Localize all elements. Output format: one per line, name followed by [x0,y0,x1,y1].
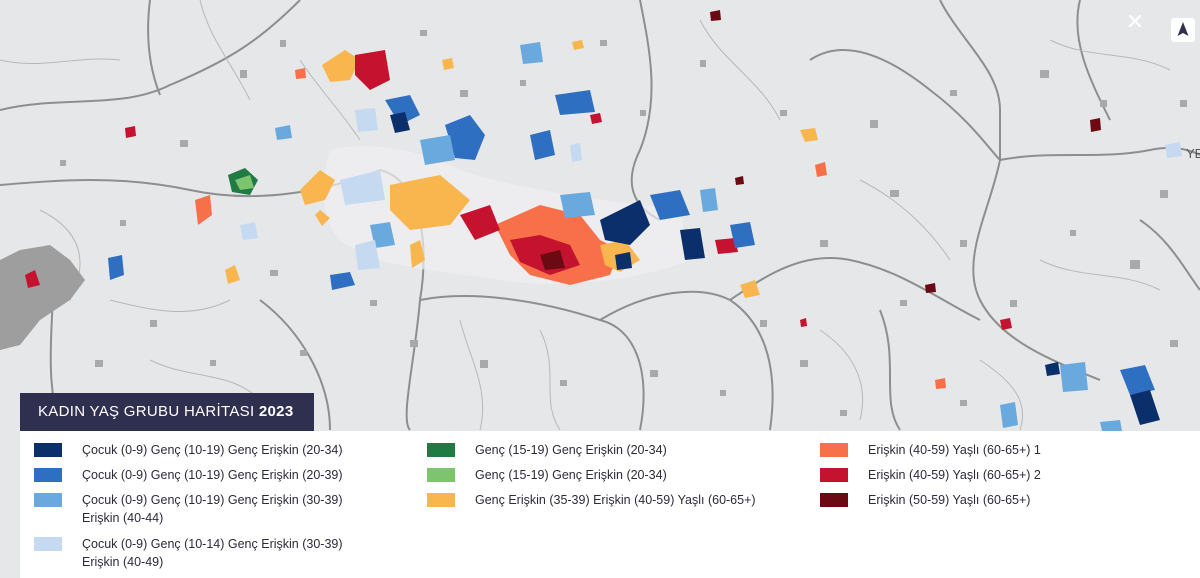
legend-label: Çocuk (0-9) Genç (10-19) Genç Erişkin (3… [82,493,343,525]
choropleth-areas[interactable] [25,10,1182,431]
map-edge-label: YE [1186,146,1200,161]
legend-swatch [427,468,455,482]
legend-label: Çocuk (0-9) Genç (10-14) Genç Erişkin (3… [82,537,343,569]
legend-item[interactable]: Genç (15-19) Genç Erişkin (20-34) [427,441,787,459]
legend-item[interactable]: Erişkin (40-59) Yaşlı (60-65+) 1 [820,441,1180,459]
map-title-text: KADIN YAŞ GRUBU HARİTASI [38,403,255,420]
legend-item[interactable]: Genç Erişkin (35-39) Erişkin (40-59) Yaş… [427,491,787,509]
north-arrow-icon[interactable] [1170,17,1196,43]
no-data-region [0,245,85,350]
legend-label: Erişkin (50-59) Yaşlı (60-65+) [868,493,1031,507]
legend-label: Erişkin (40-59) Yaşlı (60-65+) 2 [868,468,1041,482]
legend-label: Genç (15-19) Genç Erişkin (20-34) [475,468,667,482]
legend-swatch [820,468,848,482]
legend-label: Erişkin (40-59) Yaşlı (60-65+) 1 [868,443,1041,457]
legend-item[interactable]: Çocuk (0-9) Genç (10-19) Genç Erişkin (3… [34,491,374,527]
legend-swatch [34,443,62,457]
legend-item[interactable]: Çocuk (0-9) Genç (10-19) Genç Erişkin (2… [34,466,374,484]
legend-swatch [34,468,62,482]
legend-item[interactable]: Erişkin (50-59) Yaşlı (60-65+) [820,491,1180,509]
district-boundaries [0,0,1200,431]
legend-swatch [34,493,62,507]
legend-item[interactable]: Çocuk (0-9) Genç (10-14) Genç Erişkin (3… [34,535,374,571]
close-icon[interactable] [1124,10,1146,32]
legend-item[interactable]: Erişkin (40-59) Yaşlı (60-65+) 2 [820,466,1180,484]
legend-swatch [427,493,455,507]
legend-item[interactable]: Çocuk (0-9) Genç (10-19) Genç Erişkin (2… [34,441,374,459]
legend: Çocuk (0-9) Genç (10-19) Genç Erişkin (2… [20,431,1200,578]
legend-swatch [34,537,62,551]
legend-swatch [427,443,455,457]
map-title: KADIN YAŞ GRUBU HARİTASI 2023 [20,393,314,431]
legend-swatch [820,443,848,457]
legend-item[interactable]: Genç (15-19) Genç Erişkin (20-34) [427,466,787,484]
legend-label: Çocuk (0-9) Genç (10-19) Genç Erişkin (2… [82,443,343,457]
map-title-year: 2023 [258,403,294,420]
legend-label: Genç Erişkin (35-39) Erişkin (40-59) Yaş… [475,493,756,507]
legend-label: Çocuk (0-9) Genç (10-19) Genç Erişkin (2… [82,468,343,482]
legend-swatch [820,493,848,507]
legend-label: Genç (15-19) Genç Erişkin (20-34) [475,443,667,457]
